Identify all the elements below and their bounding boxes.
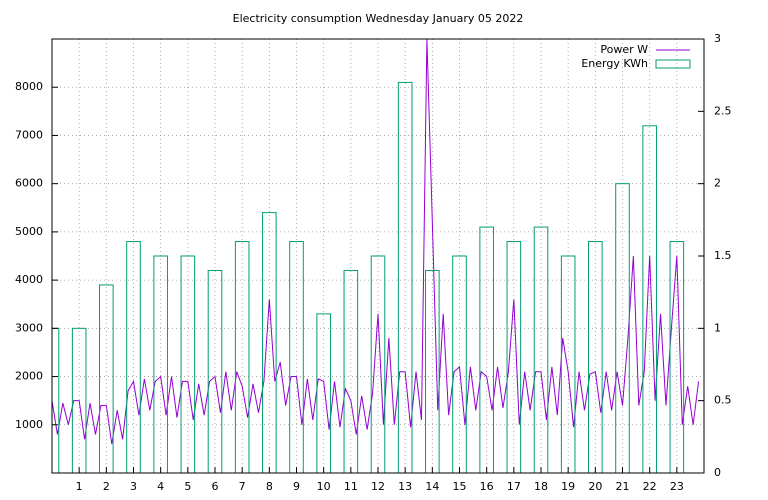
x-tick-label: 17 bbox=[507, 480, 521, 493]
x-tick-label: 14 bbox=[425, 480, 439, 493]
energy-box bbox=[126, 241, 141, 473]
x-tick-label: 11 bbox=[344, 480, 358, 493]
y2-tick-label: 0.5 bbox=[714, 394, 732, 407]
x-tick-label: 13 bbox=[398, 480, 412, 493]
energy-box bbox=[370, 255, 386, 473]
legend-label: Power W bbox=[600, 43, 648, 56]
energy-box bbox=[207, 269, 223, 473]
x-tick-label: 12 bbox=[371, 480, 385, 493]
axes: 1 2 3 4 5 6 7 8 9 10 11 12 13 14 15 16 17 18 19 20 21 22 23100… bbox=[15, 32, 732, 493]
energy-box bbox=[533, 226, 549, 473]
x-tick-label: 8 bbox=[266, 480, 273, 493]
x-tick-label: 23 bbox=[670, 480, 684, 493]
y-tick-label: 5000 bbox=[15, 225, 43, 238]
x-tick-label: 19 bbox=[561, 480, 575, 493]
energy-box bbox=[262, 212, 277, 473]
x-tick-label: 15 bbox=[453, 480, 467, 493]
x-tick-label: 21 bbox=[616, 480, 630, 493]
energy-box bbox=[316, 313, 331, 473]
y-tick-label: 6000 bbox=[15, 177, 43, 190]
x-tick-label: 20 bbox=[588, 480, 602, 493]
x-tick-label: 3 bbox=[130, 480, 137, 493]
energy-box bbox=[425, 269, 440, 473]
energy-box bbox=[343, 269, 359, 473]
y-tick-label: 3000 bbox=[15, 321, 43, 334]
energy-box bbox=[452, 255, 467, 473]
energy-box bbox=[234, 241, 250, 473]
x-tick-label: 7 bbox=[239, 480, 246, 493]
x-tick-label: 10 bbox=[317, 480, 331, 493]
y2-tick-label: 1 bbox=[714, 321, 721, 334]
y2-tick-label: 3 bbox=[714, 32, 721, 45]
energy-box bbox=[615, 183, 630, 473]
legend-label: Energy KWh bbox=[581, 57, 648, 70]
x-tick-label: 6 bbox=[212, 480, 219, 493]
energy-box bbox=[397, 81, 413, 473]
x-tick-label: 22 bbox=[643, 480, 657, 493]
y-tick-label: 1000 bbox=[15, 418, 43, 431]
energy-box bbox=[71, 327, 87, 473]
energy-box bbox=[180, 255, 196, 473]
y-tick-label: 8000 bbox=[15, 80, 43, 93]
x-tick-label: 9 bbox=[293, 480, 300, 493]
x-tick-label: 5 bbox=[184, 480, 191, 493]
x-tick-label: 16 bbox=[480, 480, 494, 493]
power-line bbox=[52, 39, 700, 445]
energy-box bbox=[669, 241, 685, 473]
x-tick-label: 1 bbox=[76, 480, 83, 493]
energy-box bbox=[153, 255, 168, 473]
y-tick-label: 7000 bbox=[15, 128, 43, 141]
legend-swatch bbox=[655, 59, 691, 69]
x-tick-label: 18 bbox=[534, 480, 548, 493]
y2-tick-label: 1.5 bbox=[714, 249, 732, 262]
x-tick-label: 4 bbox=[157, 480, 164, 493]
energy-box bbox=[642, 125, 657, 473]
y2-tick-label: 2 bbox=[714, 177, 721, 190]
energy-box bbox=[506, 241, 522, 473]
chart-title: Electricity consumption Wednesday Januar… bbox=[233, 12, 524, 25]
x-tick-label: 2 bbox=[103, 480, 110, 493]
y2-tick-label: 0 bbox=[714, 466, 721, 479]
y2-tick-label: 2.5 bbox=[714, 104, 732, 117]
energy-box bbox=[289, 241, 304, 473]
energy-box bbox=[479, 226, 494, 473]
y-tick-label: 4000 bbox=[15, 273, 43, 286]
y-tick-label: 2000 bbox=[15, 370, 43, 383]
energy-box bbox=[52, 327, 60, 473]
energy-box bbox=[588, 241, 603, 473]
energy-box bbox=[560, 255, 576, 473]
